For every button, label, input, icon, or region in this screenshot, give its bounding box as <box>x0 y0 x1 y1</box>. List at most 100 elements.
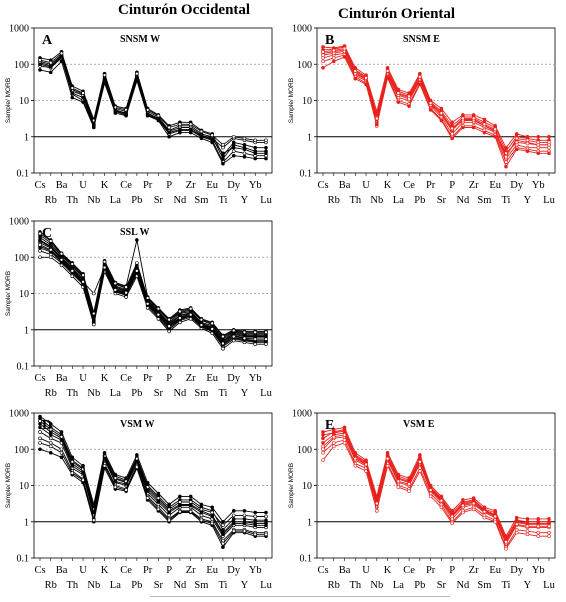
data-point <box>113 485 118 489</box>
x-tick-label: Nb <box>87 388 100 399</box>
data-point <box>188 127 193 132</box>
panel-label: SSL W <box>120 227 150 238</box>
data-point <box>210 521 214 526</box>
x-tick-label: Ce <box>120 180 132 191</box>
data-point <box>113 108 118 113</box>
x-tick-label: P <box>449 180 455 191</box>
series-line <box>39 51 266 157</box>
data-point <box>428 494 433 499</box>
series-line <box>39 240 266 342</box>
data-point <box>81 471 85 475</box>
data-point <box>547 534 551 538</box>
y-tick-label: 10 <box>19 289 29 300</box>
data-point <box>70 455 75 460</box>
series-line <box>322 429 549 539</box>
series-line <box>39 242 266 343</box>
series-line <box>322 52 549 160</box>
data-point <box>547 134 551 139</box>
data-point <box>135 465 139 469</box>
data-point <box>450 521 454 526</box>
data-point <box>92 518 96 523</box>
y-tick-label: 100 <box>297 445 312 456</box>
data-point <box>353 463 358 468</box>
data-point <box>221 545 225 549</box>
series-line <box>322 430 549 541</box>
data-point <box>167 130 171 135</box>
data-point <box>471 116 476 121</box>
data-point <box>167 317 171 322</box>
x-tick-label: Sr <box>437 580 447 591</box>
data-point <box>145 489 150 493</box>
x-tick-label: Yb <box>249 565 262 576</box>
data-point <box>321 433 325 437</box>
y-tick-label: 10 <box>19 481 29 492</box>
data-point <box>242 154 247 159</box>
data-point <box>156 117 161 121</box>
x-tick-label: Nb <box>370 580 383 591</box>
y-tick-label: 1000 <box>292 24 312 35</box>
x-tick-label: Ti <box>218 195 227 206</box>
data-point <box>178 500 182 504</box>
data-point <box>428 108 433 112</box>
y-tick-label: 100 <box>14 253 29 264</box>
data-point <box>514 530 519 535</box>
data-point <box>178 122 182 127</box>
data-point <box>264 342 268 346</box>
series-line <box>39 427 266 535</box>
data-point <box>156 306 161 311</box>
series-line <box>39 233 266 337</box>
data-point <box>461 116 465 121</box>
data-point <box>210 510 214 515</box>
series-line <box>39 448 266 548</box>
data-point <box>253 514 258 519</box>
x-tick-label: P <box>166 180 172 191</box>
x-tick-label: Ba <box>56 565 68 576</box>
data-point <box>342 55 347 59</box>
data-point <box>396 479 401 484</box>
data-point <box>504 539 508 544</box>
data-point <box>242 147 247 152</box>
data-point <box>221 523 225 528</box>
data-point <box>231 338 236 343</box>
x-tick-label: Th <box>66 195 78 206</box>
data-point <box>342 46 347 51</box>
data-point <box>221 161 225 166</box>
x-tick-label: Y <box>524 580 532 591</box>
data-point <box>113 479 118 484</box>
series-line <box>39 239 266 342</box>
series-line <box>322 56 549 168</box>
data-point <box>418 456 422 461</box>
data-point <box>38 425 42 430</box>
spider-diagram-b: 0.1 1 10 100 1000 Sample/ MORB Cs Ba U K Ce Pr P Zr Eu… <box>288 24 556 207</box>
y-tick-label: 0.1 <box>17 554 30 565</box>
data-point <box>70 262 75 266</box>
data-point <box>48 65 53 69</box>
x-tick-label: Zr <box>469 565 479 576</box>
x-tick-label: K <box>384 180 392 191</box>
data-point <box>48 436 53 441</box>
data-point <box>342 441 347 445</box>
data-point <box>199 134 204 138</box>
data-point <box>471 113 476 117</box>
data-point <box>145 296 150 300</box>
x-tick-label: Sr <box>437 195 447 206</box>
x-tick-label: Nd <box>456 195 470 206</box>
panel-label: SNSM W <box>120 34 160 45</box>
data-point <box>102 265 107 270</box>
data-point <box>418 460 422 464</box>
title-cinturon-oriental: Cinturón Oriental <box>338 6 456 22</box>
spider-diagram-a: 0.1 1 10 100 1000 Sample/ MORB Cs Ba U K Ce Pr P Zr Eu… <box>5 24 273 207</box>
data-point <box>135 76 139 80</box>
y-tick-label: 0.1 <box>300 554 313 565</box>
series-line <box>322 426 549 537</box>
data-point <box>418 75 422 79</box>
data-point <box>407 104 411 108</box>
data-point <box>461 125 465 130</box>
data-point <box>231 153 236 158</box>
x-tick-label: Dy <box>510 180 524 191</box>
data-point <box>514 136 519 141</box>
series-line <box>322 45 549 149</box>
x-tick-label: Nd <box>173 195 187 206</box>
series-line <box>39 244 266 344</box>
data-point <box>48 70 53 75</box>
